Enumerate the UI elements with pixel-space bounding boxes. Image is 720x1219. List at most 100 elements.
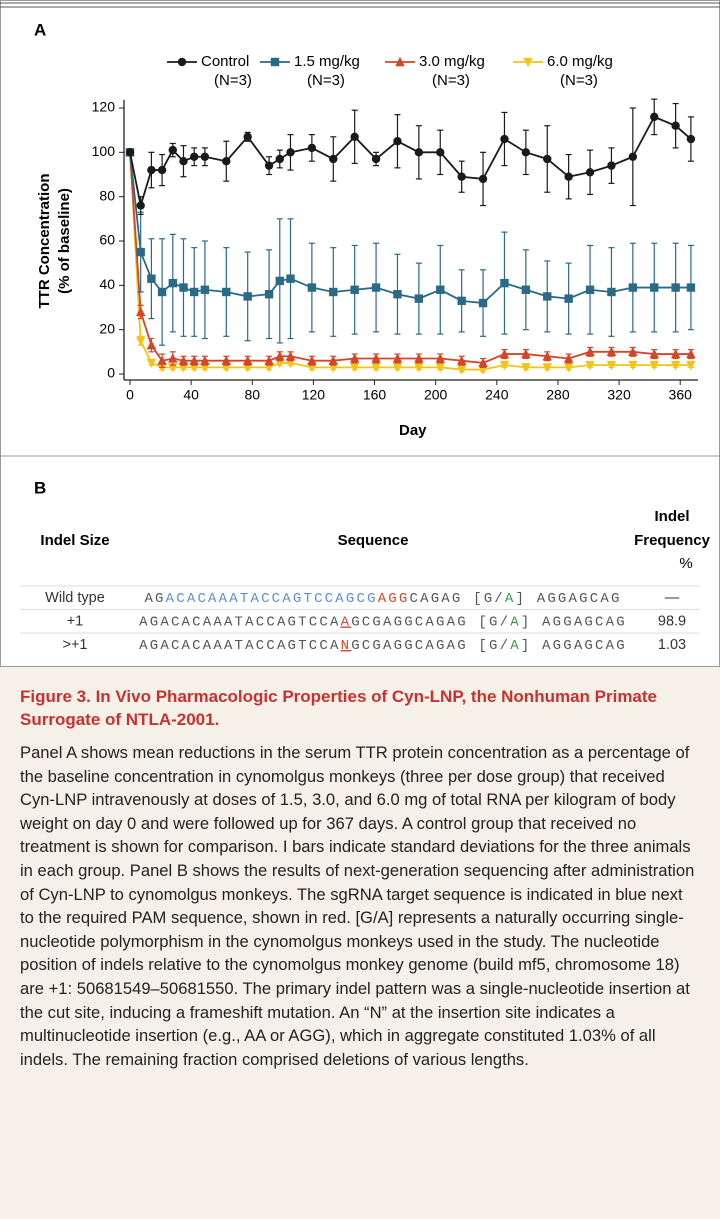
point [686, 283, 696, 292]
sequence-segment: AGG [378, 591, 410, 607]
point [543, 292, 552, 301]
point [270, 57, 280, 67]
y-tick-label: 120 [92, 99, 116, 115]
point [157, 355, 167, 365]
point [392, 363, 403, 373]
point [436, 285, 445, 294]
point [500, 278, 509, 288]
legend-label: 3.0 mg/kg [419, 53, 485, 70]
point [286, 148, 295, 157]
point [177, 57, 187, 67]
point [521, 348, 531, 359]
point [371, 283, 381, 292]
point [147, 165, 156, 175]
point [264, 355, 274, 365]
table-header: Frequency [634, 532, 711, 549]
table-header: Indel Size [40, 532, 109, 549]
point [435, 353, 445, 363]
sequence-segment: ] AGGAGCAG [521, 614, 627, 630]
caption-body: Panel A shows mean reductions in the ser… [20, 743, 695, 1069]
point [478, 298, 488, 308]
point [349, 353, 360, 363]
point [650, 283, 659, 292]
point [125, 148, 135, 157]
caption-title: Figure 3. In Vivo Pharmacologic Properti… [20, 687, 658, 729]
point [628, 346, 638, 357]
x-tick-label: 80 [244, 387, 260, 403]
series-line [129, 115, 692, 206]
y-axis-label: TTR Concentration [36, 174, 53, 309]
legend-label: 6.0 mg/kg [547, 53, 613, 70]
y-tick-label: 100 [92, 143, 116, 159]
y-tick-label: 80 [99, 187, 115, 203]
point [670, 348, 681, 359]
y-axis-label: (% of baseline) [56, 188, 73, 294]
point [349, 363, 360, 373]
point [521, 363, 531, 373]
sequence-segment: A [341, 614, 352, 630]
point [414, 148, 424, 157]
point [168, 278, 177, 288]
point [179, 283, 188, 292]
sequence-segment: ] AGGAGCAG [516, 591, 622, 607]
point [350, 285, 359, 294]
row-frequency: — [665, 590, 680, 606]
point [500, 134, 509, 144]
sequence-segment: A [505, 591, 516, 607]
point [328, 355, 338, 365]
point [456, 365, 467, 375]
series-line [129, 152, 691, 364]
row-size: Wild type [45, 590, 105, 606]
sequence-segment: A [510, 614, 521, 630]
point [221, 355, 231, 365]
x-tick-label: 280 [546, 387, 570, 403]
point [686, 134, 696, 144]
point [371, 363, 381, 373]
point [147, 274, 156, 283]
point [275, 276, 284, 286]
point [189, 152, 199, 161]
x-tick-label: 200 [424, 387, 448, 403]
point [436, 148, 445, 157]
table-header: Indel [654, 508, 689, 525]
point [275, 154, 284, 164]
point [607, 161, 616, 170]
legend-label: Control [201, 53, 249, 70]
sequence-segment: GCGAGGCAGAG [G/ [351, 614, 510, 630]
point [264, 161, 274, 170]
figure-panels: A B 0 20 40 60 80 100 120 0 40 80 120 160 200 240 280 3… [0, 2, 720, 654]
point [671, 121, 680, 130]
table-header: Sequence [338, 532, 409, 549]
point [543, 154, 552, 164]
series-line [129, 152, 691, 305]
point [564, 172, 573, 181]
x-tick-label: 160 [363, 387, 387, 403]
sequence-segment: ACACAAATACCAGTCCAGCG [166, 591, 378, 607]
point [135, 336, 146, 346]
point [168, 145, 177, 155]
point [329, 154, 338, 164]
point [563, 353, 574, 363]
point [189, 287, 199, 297]
x-tick-label: 40 [183, 387, 199, 403]
x-tick-label: 0 [126, 387, 134, 403]
point [178, 355, 189, 365]
point [564, 294, 573, 303]
legend-n: (N=3) [307, 72, 345, 89]
point [478, 174, 488, 184]
point [650, 112, 659, 122]
point [414, 363, 424, 373]
row-sequence: AGACACAAATACCAGTCCAAGCGAGGCAGAG [G/A] AG… [139, 614, 627, 630]
point [200, 152, 210, 161]
y-tick-label: 20 [99, 320, 115, 336]
point [628, 152, 638, 161]
row-sequence: AGACACAAATACCAGTCCAGCGAGGCAGAG [G/A] AGG… [144, 591, 621, 607]
point [135, 306, 146, 317]
point [243, 132, 252, 142]
point [222, 287, 231, 297]
point [393, 137, 402, 146]
point [307, 355, 317, 365]
point [523, 57, 533, 68]
point [371, 154, 381, 164]
